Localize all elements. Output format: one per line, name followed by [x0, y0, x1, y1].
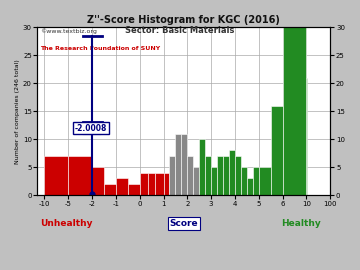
Bar [253, 167, 259, 195]
Bar [205, 156, 211, 195]
Bar [223, 156, 229, 195]
Bar [217, 156, 223, 195]
Text: The Research Foundation of SUNY: The Research Foundation of SUNY [40, 46, 161, 51]
Bar [283, 27, 306, 195]
Bar [68, 156, 92, 195]
Bar [175, 134, 181, 195]
Text: Score: Score [170, 219, 198, 228]
Bar [104, 184, 116, 195]
Bar [116, 178, 128, 195]
Text: Sector: Basic Materials: Sector: Basic Materials [125, 26, 235, 35]
Bar [170, 156, 175, 195]
Bar [156, 173, 163, 195]
Bar [92, 167, 104, 195]
Title: Z''-Score Histogram for KGC (2016): Z''-Score Histogram for KGC (2016) [87, 15, 280, 25]
Bar [235, 156, 241, 195]
Bar [181, 134, 187, 195]
Bar [193, 167, 199, 195]
Bar [140, 173, 148, 195]
Bar [163, 173, 170, 195]
Bar [148, 173, 156, 195]
Bar [211, 167, 217, 195]
Bar [187, 156, 193, 195]
Text: Unhealthy: Unhealthy [40, 219, 93, 228]
Text: -2.0008: -2.0008 [75, 124, 107, 133]
Bar [271, 106, 283, 195]
Y-axis label: Number of companies (246 total): Number of companies (246 total) [15, 59, 20, 164]
Text: ©www.textbiz.org: ©www.textbiz.org [40, 29, 97, 35]
Bar [229, 150, 235, 195]
Bar [247, 178, 253, 195]
Bar [259, 167, 271, 195]
Bar [128, 184, 140, 195]
Text: Healthy: Healthy [281, 219, 321, 228]
Bar [45, 156, 68, 195]
Bar [241, 167, 247, 195]
Bar [199, 139, 205, 195]
